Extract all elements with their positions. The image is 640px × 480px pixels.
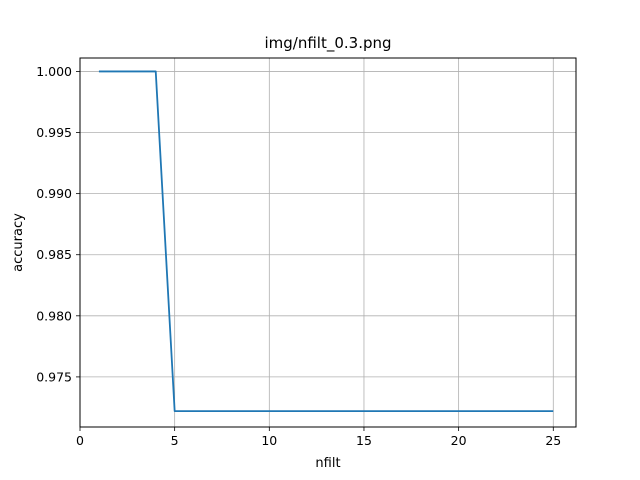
y-axis: 0.975 0.980 0.985 0.990 0.995 1.000 <box>36 64 80 384</box>
grid-lines <box>79 58 576 427</box>
x-axis: 0 5 10 15 20 25 <box>76 427 561 448</box>
y-tick-label: 1.000 <box>36 64 72 79</box>
y-tick-label: 0.985 <box>36 247 72 262</box>
y-axis-label: accuracy <box>11 213 26 272</box>
x-tick-label: 0 <box>76 433 84 448</box>
chart-title: img/nfilt_0.3.png <box>264 34 391 53</box>
x-tick-label: 25 <box>545 433 561 448</box>
x-tick-label: 10 <box>261 433 277 448</box>
x-tick-label: 20 <box>451 433 467 448</box>
y-tick-label: 0.995 <box>36 125 72 140</box>
x-tick-label: 5 <box>171 433 179 448</box>
y-tick-label: 0.990 <box>36 186 72 201</box>
series-line <box>98 70 554 413</box>
plot-frame <box>79 57 577 428</box>
y-tick-label: 0.980 <box>36 308 72 323</box>
x-axis-label: nfilt <box>315 456 340 471</box>
y-tick-label: 0.975 <box>36 369 72 384</box>
series-layer <box>98 70 554 413</box>
x-tick-label: 15 <box>356 433 372 448</box>
